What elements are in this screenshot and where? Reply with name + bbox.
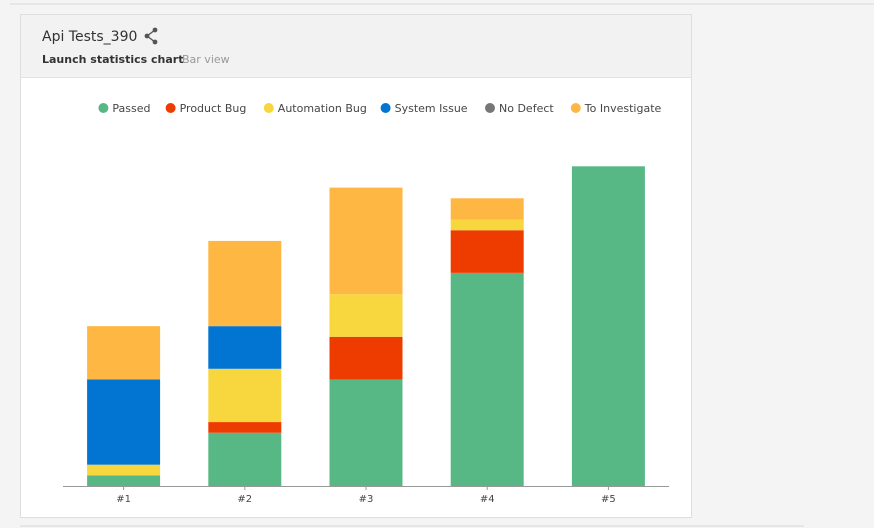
x-axis: #1 #2 #3 #4 #5 <box>63 486 669 505</box>
bar-segment-to-investigate-2 <box>208 240 282 327</box>
bar-segment-passed-1 <box>87 475 161 486</box>
bar-segment-automation-bug-3 <box>329 294 403 337</box>
top-divider <box>10 3 874 5</box>
x-tick-label: #2 <box>237 494 252 505</box>
bar-segment-to-investigate-4 <box>450 198 524 220</box>
widget-title: Api Tests_390 <box>42 29 138 45</box>
bar-segment-system-issue-2 <box>208 326 282 369</box>
legend-label-automation-bug: Automation Bug <box>278 102 367 115</box>
chart-legend: Passed Product Bug Automation Bug System Is… <box>98 102 662 115</box>
x-tick-label: #5 <box>601 494 616 505</box>
bar-segment-automation-bug-4 <box>450 219 524 231</box>
x-tick-label: #4 <box>480 494 495 505</box>
legend-dot-to-investigate <box>570 103 581 113</box>
bar-segment-passed-4 <box>450 272 524 486</box>
bar-segment-to-investigate-3 <box>329 187 403 295</box>
legend-label-to-investigate: To Investigate <box>584 102 662 115</box>
legend-label-product-bug: Product Bug <box>180 102 247 115</box>
bar-segment-passed-2 <box>208 432 282 486</box>
legend-label-no-defect: No Defect <box>499 102 554 115</box>
bar-segment-automation-bug-2 <box>208 368 282 423</box>
chart-bars <box>87 166 645 486</box>
legend-dot-product-bug <box>165 103 176 113</box>
legend-label-system-issue: System Issue <box>395 102 468 115</box>
view-mode-label[interactable]: Bar view <box>182 53 230 66</box>
widget-subtitle: Launch statistics chart <box>42 53 184 66</box>
chart-widget: Api Tests_390 Launch statistics chart Ba… <box>20 14 692 518</box>
legend-dot-passed <box>98 103 109 113</box>
widget-header: Api Tests_390 Launch statistics chart Ba… <box>21 15 691 78</box>
bar-segment-passed-5 <box>571 166 645 486</box>
bar-segment-product-bug-3 <box>329 336 403 380</box>
share-icon[interactable] <box>142 27 160 45</box>
x-tick-label: #1 <box>116 494 131 505</box>
bar-segment-passed-3 <box>329 379 403 486</box>
bottom-divider <box>20 525 804 527</box>
bar-segment-automation-bug-1 <box>87 464 161 476</box>
bar-chart: Passed Product Bug Automation Bug System Is… <box>63 102 669 505</box>
legend-dot-system-issue <box>380 103 391 113</box>
x-tick-label: #3 <box>359 494 374 505</box>
bar-segment-product-bug-2 <box>208 422 282 433</box>
bar-segment-system-issue-1 <box>87 379 161 465</box>
legend-dot-automation-bug <box>263 103 274 113</box>
bar-segment-to-investigate-1 <box>87 326 161 380</box>
legend-dot-no-defect <box>485 103 495 113</box>
legend-label-passed: Passed <box>112 102 150 115</box>
bar-segment-product-bug-4 <box>450 230 524 273</box>
